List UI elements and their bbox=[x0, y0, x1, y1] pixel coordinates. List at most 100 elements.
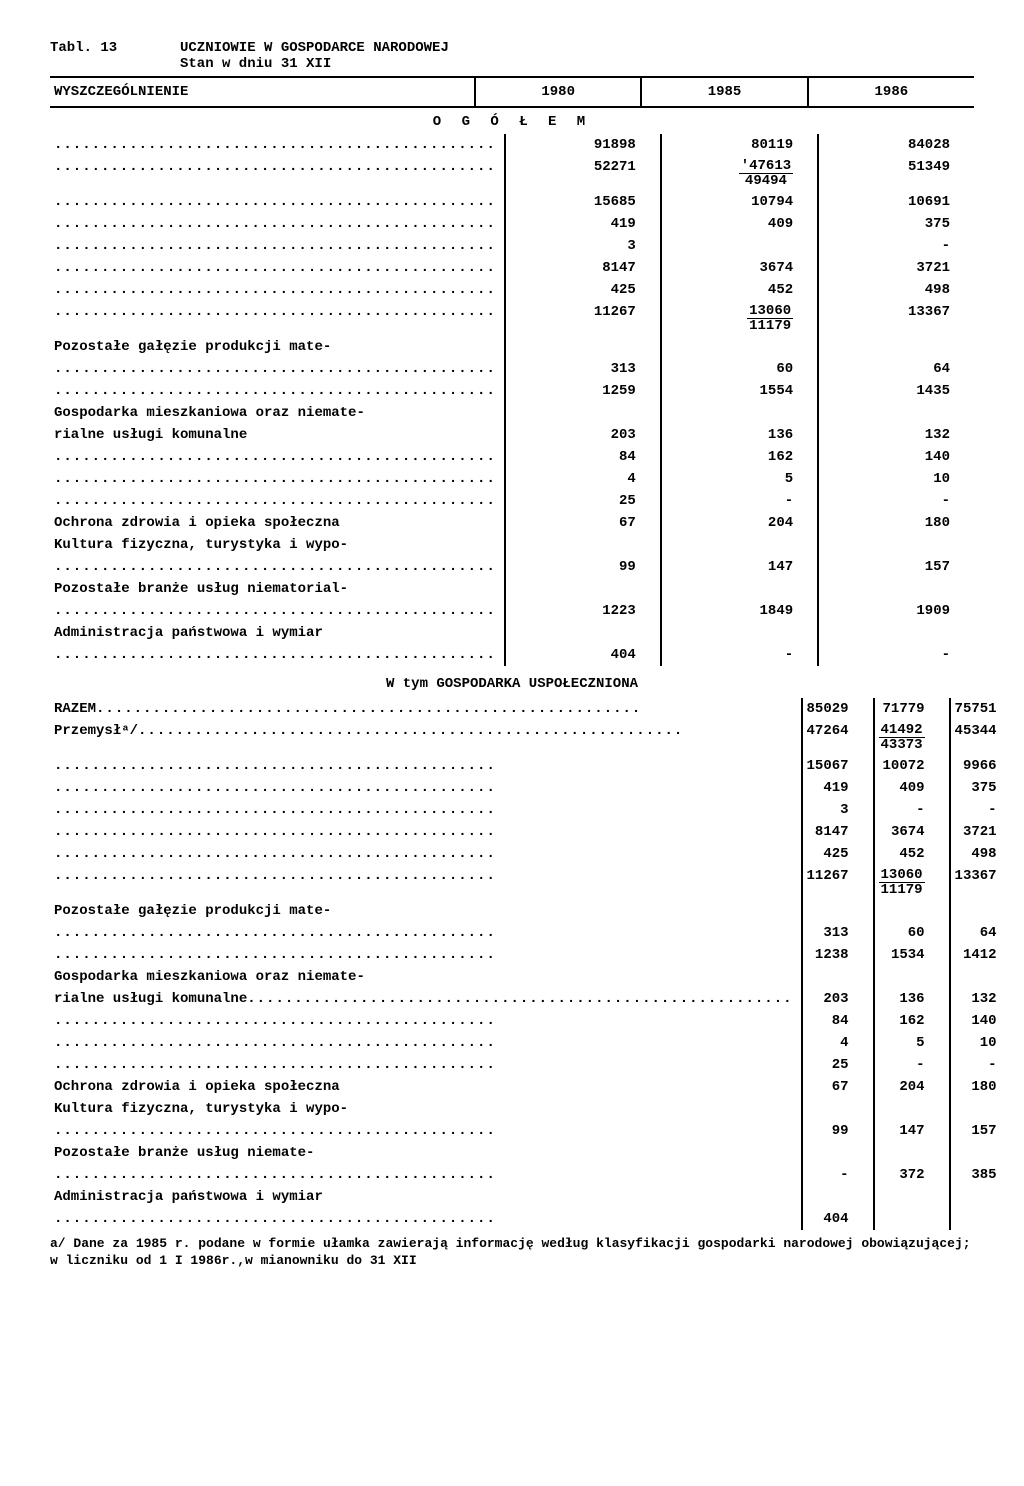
row-label bbox=[50, 134, 505, 156]
row-label: Pozostałe branże usług niematorial- bbox=[50, 578, 505, 600]
cell: 4149243373 bbox=[874, 720, 950, 755]
row-label: Administracja państwowa i wymiar bbox=[50, 1186, 802, 1208]
table-row: 814736743721 bbox=[50, 257, 974, 279]
table-title-1: UCZNIOWIE W GOSPODARCE NARODOWEJ bbox=[180, 40, 449, 56]
cell: 8147 bbox=[505, 257, 661, 279]
cell: 60 bbox=[874, 922, 950, 944]
row-label: Ochrona zdrowia i opieka społeczna bbox=[50, 512, 505, 534]
row-label bbox=[50, 1054, 802, 1076]
cell: 409 bbox=[661, 213, 818, 235]
table-row: 404 bbox=[50, 1208, 1021, 1230]
cell bbox=[661, 578, 818, 600]
cell bbox=[950, 966, 1021, 988]
row-label: Kultura fizyczna, turystyka i wypo- bbox=[50, 534, 505, 556]
table-row: 419409375 bbox=[50, 777, 1021, 799]
cell: 452 bbox=[874, 843, 950, 865]
table-row: Ochrona zdrowia i opieka społeczna672041… bbox=[50, 512, 974, 534]
table-row: 3136064 bbox=[50, 922, 1021, 944]
row-label bbox=[50, 468, 505, 490]
table-row: Administracja państwowa i wymiar bbox=[50, 622, 974, 644]
col-3: 1986 bbox=[808, 77, 974, 107]
row-label: Przemysłᵃ/ bbox=[50, 720, 802, 755]
table-row: Kultura fizyczna, turystyka i wypo- bbox=[50, 534, 974, 556]
cell bbox=[818, 534, 974, 556]
row-label bbox=[50, 490, 505, 512]
cell bbox=[950, 1098, 1021, 1120]
table-row: 125915541435 bbox=[50, 380, 974, 402]
table-row: Gospodarka mieszkaniowa oraz niemate- bbox=[50, 966, 1021, 988]
table-row: rialne usługi komunalne203136132 bbox=[50, 988, 1021, 1010]
cell bbox=[818, 578, 974, 600]
cell: 3674 bbox=[661, 257, 818, 279]
cell: - bbox=[950, 1054, 1021, 1076]
cell bbox=[802, 1142, 874, 1164]
cell: 1909 bbox=[818, 600, 974, 622]
cell: - bbox=[802, 1164, 874, 1186]
cell: 64 bbox=[950, 922, 1021, 944]
table-row: 918988011984028 bbox=[50, 134, 974, 156]
cell: 136 bbox=[874, 988, 950, 1010]
cell: - bbox=[818, 490, 974, 512]
table-row: 99147157 bbox=[50, 556, 974, 578]
cell bbox=[950, 1142, 1021, 1164]
cell bbox=[818, 622, 974, 644]
cell: 15067 bbox=[802, 755, 874, 777]
cell: 91898 bbox=[505, 134, 661, 156]
cell: 1223 bbox=[505, 600, 661, 622]
cell: 204 bbox=[874, 1076, 950, 1098]
cell: 147 bbox=[661, 556, 818, 578]
cell: 409 bbox=[874, 777, 950, 799]
cell: 25 bbox=[505, 490, 661, 512]
cell: 375 bbox=[818, 213, 974, 235]
cell: 84028 bbox=[818, 134, 974, 156]
cell: - bbox=[661, 490, 818, 512]
cell bbox=[802, 900, 874, 922]
table-row: 52271'476134949451349 bbox=[50, 156, 974, 191]
table-row: Pozostałe branże usług niemate- bbox=[50, 1142, 1021, 1164]
row-label bbox=[50, 1164, 802, 1186]
row-label: Ochrona zdrowia i opieka społeczna bbox=[50, 1076, 802, 1098]
cell bbox=[661, 336, 818, 358]
cell: 52271 bbox=[505, 156, 661, 191]
cell: 132 bbox=[950, 988, 1021, 1010]
table-row: 122318491909 bbox=[50, 600, 974, 622]
cell: - bbox=[818, 235, 974, 257]
table-number: Tabl. 13 bbox=[50, 40, 180, 72]
table-row: Pozostałe gałęzie produkcji mate- bbox=[50, 900, 1021, 922]
cell: 313 bbox=[505, 358, 661, 380]
cell: 9966 bbox=[950, 755, 1021, 777]
cell bbox=[802, 966, 874, 988]
col-0: WYSZCZEGÓLNIENIE bbox=[50, 77, 475, 107]
table-row: 3-- bbox=[50, 799, 1021, 821]
row-label bbox=[50, 301, 505, 336]
row-label bbox=[50, 279, 505, 301]
row-label: RAZEM bbox=[50, 698, 802, 720]
cell: 99 bbox=[505, 556, 661, 578]
cell: 67 bbox=[505, 512, 661, 534]
row-label: Pozostałe branże usług niemate- bbox=[50, 1142, 802, 1164]
cell: 60 bbox=[661, 358, 818, 380]
row-label bbox=[50, 944, 802, 966]
cell: 136 bbox=[661, 424, 818, 446]
cell: 419 bbox=[802, 777, 874, 799]
cell: 180 bbox=[818, 512, 974, 534]
table-row: 4510 bbox=[50, 468, 974, 490]
cell bbox=[505, 622, 661, 644]
row-label bbox=[50, 1120, 802, 1142]
cell: 5 bbox=[874, 1032, 950, 1054]
row-label bbox=[50, 843, 802, 865]
cell: 67 bbox=[802, 1076, 874, 1098]
cell: 25 bbox=[802, 1054, 874, 1076]
cell: 313 bbox=[802, 922, 874, 944]
cell bbox=[661, 622, 818, 644]
table-row: Pozostałe branże usług niematorial- bbox=[50, 578, 974, 600]
col-1: 1980 bbox=[475, 77, 641, 107]
cell: 372 bbox=[874, 1164, 950, 1186]
table-row: Przemysłᵃ/47264414924337345344 bbox=[50, 720, 1021, 755]
footnote: a/ Dane za 1985 r. podane w formie ułamk… bbox=[50, 1230, 974, 1270]
row-label bbox=[50, 235, 505, 257]
cell: 51349 bbox=[818, 156, 974, 191]
cell: 3 bbox=[505, 235, 661, 257]
cell: 3721 bbox=[950, 821, 1021, 843]
cell: 157 bbox=[818, 556, 974, 578]
